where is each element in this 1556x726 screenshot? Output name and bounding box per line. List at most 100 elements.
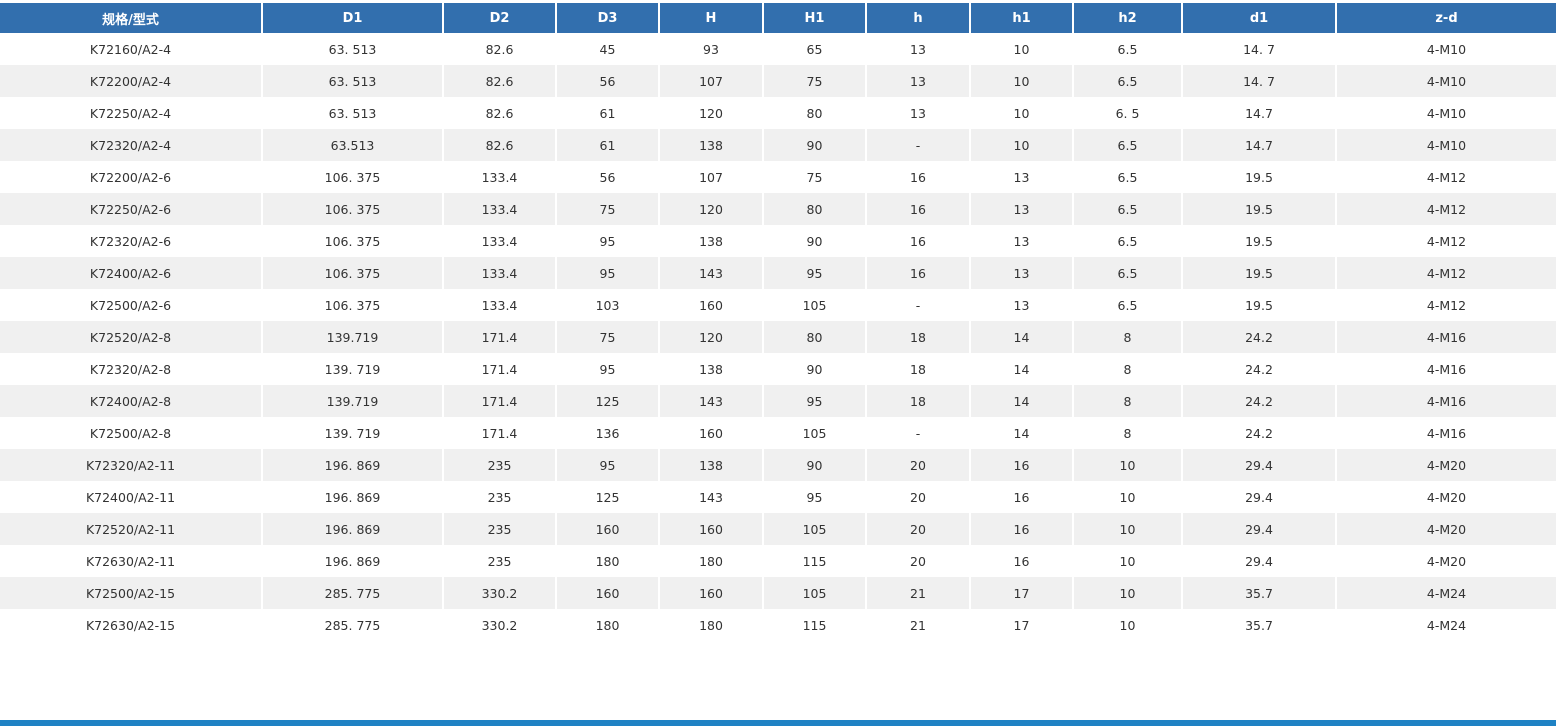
- table-cell-h-lower: -: [866, 129, 971, 161]
- table-cell-h1-lower: 13: [970, 257, 1074, 289]
- table-cell-d3-upper: 180: [556, 545, 660, 577]
- table-cell-h1-upper: 105: [763, 289, 867, 321]
- table-row: K72160/A2-4 63. 513 82.6 45 93 65 13 10 6.5 14. 7…: [0, 33, 1556, 65]
- table-row: K72520/A2-11 196. 869 235 160 160 105 20 16 10 29…: [0, 513, 1556, 545]
- table-cell-h1-lower: 16: [970, 449, 1074, 481]
- table-cell-h-lower: 16: [866, 193, 971, 225]
- table-cell-h-upper: 143: [659, 257, 764, 289]
- table-cell-d1-upper: 196. 869: [262, 449, 444, 481]
- table-cell-spec-model: K72400/A2-11: [0, 481, 263, 513]
- table-cell-d2-upper: 330.2: [443, 609, 557, 641]
- table-cell-h2-lower: 6.5: [1073, 289, 1183, 321]
- table-cell-h-lower: 13: [866, 33, 971, 65]
- table-cell-spec-model: K72400/A2-6: [0, 257, 263, 289]
- table-body: K72160/A2-4 63. 513 82.6 45 93 65 13 10 6.5 14. 7…: [0, 33, 1556, 641]
- table-cell-z-d: 4-M16: [1336, 321, 1556, 353]
- table-cell-d2-upper: 82.6: [443, 97, 557, 129]
- table-cell-spec-model: K72630/A2-11: [0, 545, 263, 577]
- table-cell-h1-lower: 16: [970, 545, 1074, 577]
- table-cell-h-lower: 18: [866, 321, 971, 353]
- table-cell-spec-model: K72320/A2-11: [0, 449, 263, 481]
- table-cell-d1-lower: 19.5: [1182, 289, 1337, 321]
- table-cell-h1-upper: 90: [763, 449, 867, 481]
- table-cell-h-upper: 120: [659, 321, 764, 353]
- table-cell-d1-lower: 24.2: [1182, 353, 1337, 385]
- table-cell-h1-lower: 10: [970, 97, 1074, 129]
- column-header-d1-upper: D1: [262, 3, 444, 33]
- table-cell-h-lower: 18: [866, 353, 971, 385]
- table-cell-h1-upper: 115: [763, 609, 867, 641]
- table-cell-z-d: 4-M10: [1336, 33, 1556, 65]
- table-cell-spec-model: K72500/A2-15: [0, 577, 263, 609]
- table-cell-h2-lower: 6.5: [1073, 33, 1183, 65]
- column-header-z-d: z-d: [1336, 3, 1556, 33]
- table-cell-d1-lower: 35.7: [1182, 577, 1337, 609]
- table-cell-spec-model: K72520/A2-11: [0, 513, 263, 545]
- table-cell-d3-upper: 75: [556, 193, 660, 225]
- table-cell-h1-upper: 95: [763, 481, 867, 513]
- table-cell-z-d: 4-M20: [1336, 449, 1556, 481]
- table-cell-h-lower: 16: [866, 257, 971, 289]
- table-cell-h2-lower: 10: [1073, 449, 1183, 481]
- table-cell-h2-lower: 8: [1073, 321, 1183, 353]
- table-cell-h1-upper: 105: [763, 513, 867, 545]
- table-cell-d1-lower: 24.2: [1182, 417, 1337, 449]
- table-cell-h-upper: 120: [659, 193, 764, 225]
- table-cell-d1-upper: 139. 719: [262, 353, 444, 385]
- table-cell-d1-lower: 14. 7: [1182, 65, 1337, 97]
- table-cell-h2-lower: 10: [1073, 545, 1183, 577]
- table-cell-d2-upper: 82.6: [443, 129, 557, 161]
- table-cell-d1-upper: 139.719: [262, 321, 444, 353]
- column-header-h-upper: H: [659, 3, 764, 33]
- table-cell-h2-lower: 6.5: [1073, 129, 1183, 161]
- table-cell-d2-upper: 82.6: [443, 33, 557, 65]
- table-row: K72630/A2-11 196. 869 235 180 180 115 20 16 10 29…: [0, 545, 1556, 577]
- table-cell-h-upper: 143: [659, 385, 764, 417]
- table-cell-h1-upper: 105: [763, 577, 867, 609]
- table-cell-d1-lower: 19.5: [1182, 161, 1337, 193]
- table-cell-d2-upper: 330.2: [443, 577, 557, 609]
- table-cell-h2-lower: 8: [1073, 385, 1183, 417]
- spec-table: 规格/型式 D1 D2 D3 H H1 h h1 h2 d1 z-d K72160/A2-4 63. …: [0, 3, 1556, 641]
- table-cell-z-d: 4-M20: [1336, 513, 1556, 545]
- table-cell-d1-lower: 19.5: [1182, 225, 1337, 257]
- table-row: K72320/A2-6 106. 375 133.4 95 138 90 16 13 6.5 19…: [0, 225, 1556, 257]
- table-cell-d2-upper: 235: [443, 545, 557, 577]
- table-cell-h1-upper: 80: [763, 97, 867, 129]
- table-cell-spec-model: K72400/A2-8: [0, 385, 263, 417]
- table-cell-h-lower: 21: [866, 609, 971, 641]
- table-cell-z-d: 4-M16: [1336, 385, 1556, 417]
- table-cell-h1-lower: 10: [970, 65, 1074, 97]
- table-cell-d3-upper: 125: [556, 481, 660, 513]
- table-cell-spec-model: K72250/A2-4: [0, 97, 263, 129]
- table-cell-d1-upper: 285. 775: [262, 609, 444, 641]
- table-cell-z-d: 4-M10: [1336, 65, 1556, 97]
- table-cell-h-upper: 160: [659, 289, 764, 321]
- table-cell-h-upper: 107: [659, 161, 764, 193]
- table-cell-h-lower: 20: [866, 545, 971, 577]
- table-cell-d3-upper: 61: [556, 129, 660, 161]
- table-cell-h2-lower: 10: [1073, 513, 1183, 545]
- table-cell-d2-upper: 133.4: [443, 161, 557, 193]
- table-cell-h-lower: 18: [866, 385, 971, 417]
- table-cell-h1-lower: 16: [970, 481, 1074, 513]
- table-row: K72500/A2-6 106. 375 133.4 103 160 105-13 6.5 1…: [0, 289, 1556, 321]
- table-cell-d2-upper: 235: [443, 449, 557, 481]
- table-cell-h-upper: 138: [659, 449, 764, 481]
- table-cell-d1-upper: 285. 775: [262, 577, 444, 609]
- table-cell-h-lower: -: [866, 289, 971, 321]
- table-cell-d2-upper: 82.6: [443, 65, 557, 97]
- table-header: 规格/型式 D1 D2 D3 H H1 h h1 h2 d1 z-d: [0, 3, 1556, 33]
- table-cell-h2-lower: 10: [1073, 577, 1183, 609]
- table-cell-h2-lower: 10: [1073, 481, 1183, 513]
- table-cell-d3-upper: 160: [556, 577, 660, 609]
- table-cell-spec-model: K72500/A2-8: [0, 417, 263, 449]
- table-cell-h1-upper: 90: [763, 129, 867, 161]
- table-cell-h-lower: 13: [866, 97, 971, 129]
- table-cell-h1-upper: 65: [763, 33, 867, 65]
- table-cell-d2-upper: 235: [443, 481, 557, 513]
- table-cell-d2-upper: 171.4: [443, 353, 557, 385]
- table-cell-h-upper: 160: [659, 513, 764, 545]
- table-cell-h1-upper: 95: [763, 257, 867, 289]
- table-cell-z-d: 4-M12: [1336, 161, 1556, 193]
